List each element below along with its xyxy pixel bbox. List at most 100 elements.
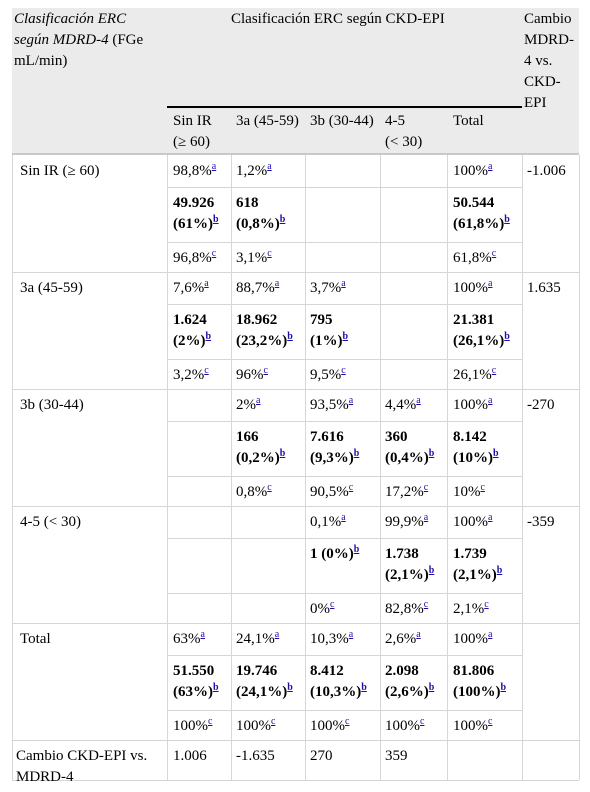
table-cell: 96%c — [236, 365, 268, 386]
sub-separator — [167, 359, 522, 360]
footnote-link[interactable]: c — [484, 599, 489, 610]
footnote-link[interactable]: b — [279, 448, 286, 459]
sub-separator — [167, 187, 522, 188]
footnote-link[interactable]: b — [496, 565, 503, 576]
table-cell: 3,2%c — [173, 365, 209, 386]
table-cell: 19.746 (24,1%)b — [236, 661, 293, 703]
footnote-link[interactable]: a — [488, 395, 493, 406]
footnote-link[interactable]: c — [330, 599, 335, 610]
footnote-link[interactable]: c — [491, 248, 497, 259]
footnote-link[interactable]: b — [504, 214, 510, 225]
footnote-link[interactable]: a — [341, 278, 346, 289]
footnote-marker: c — [424, 599, 428, 610]
footnote-link[interactable]: b — [361, 682, 367, 693]
footnote-link[interactable]: c — [271, 716, 276, 727]
footnote-link[interactable]: a — [488, 278, 493, 289]
footnote-link[interactable]: b — [342, 331, 349, 342]
cell-value: 2,1% — [453, 601, 485, 617]
footnote-marker: c — [349, 482, 353, 493]
footnote-link[interactable]: a — [416, 629, 421, 640]
row-header-label: Clasificación ERC según MDRD-4 — [14, 11, 127, 48]
footnote-link[interactable]: b — [353, 448, 360, 459]
footnote-link[interactable]: b — [205, 331, 212, 342]
group-separator — [12, 506, 579, 507]
footnote-link[interactable]: b — [493, 448, 499, 459]
footnote-link[interactable]: c — [488, 716, 493, 727]
table-cell: 93,5%a — [310, 395, 353, 416]
table-cell: 100%a — [453, 278, 492, 299]
footer-value: 270 — [310, 748, 333, 764]
footnote-link[interactable]: c — [423, 599, 429, 610]
footnote-link[interactable]: c — [348, 482, 354, 493]
footnote-link[interactable]: b — [287, 682, 293, 693]
footnote-marker: c — [492, 365, 496, 376]
footnote-marker: b — [429, 448, 435, 459]
table-cell: 50.544 (61,8%)b — [453, 193, 510, 235]
footnote-link[interactable]: a — [267, 161, 272, 172]
footnote-link[interactable]: c — [480, 482, 485, 493]
footnote-link[interactable]: c — [204, 365, 209, 376]
footnote-link[interactable]: a — [274, 629, 280, 640]
footnote-marker: c — [330, 599, 334, 610]
footnote-link[interactable]: b — [353, 544, 360, 555]
footnote-link[interactable]: a — [200, 629, 205, 640]
table-cell: 100%a — [453, 512, 492, 533]
footnote-link[interactable]: c — [208, 716, 213, 727]
cell-value: (26,1%) — [453, 333, 505, 349]
footnote-link[interactable]: c — [491, 365, 497, 376]
footnote-link[interactable]: a — [488, 161, 493, 172]
footnote-link[interactable]: b — [213, 214, 219, 225]
footnote-link[interactable]: c — [423, 482, 429, 493]
footnote-link[interactable]: c — [420, 716, 425, 727]
footnote-link[interactable]: b — [504, 331, 510, 342]
footnote-link[interactable]: b — [428, 682, 435, 693]
column-header-sub: (≥ 60) — [173, 134, 210, 150]
footnote-marker: c — [208, 716, 212, 727]
sub-separator — [167, 242, 522, 243]
cell-value: (1%) — [310, 333, 343, 349]
table-cell: 10,3%a — [310, 629, 353, 650]
footnote-link[interactable]: a — [348, 629, 354, 640]
table-cell: 3,1%c — [236, 248, 272, 269]
footnote-link[interactable]: a — [423, 512, 429, 523]
sub-separator — [167, 655, 522, 656]
footnote-link[interactable]: c — [263, 365, 268, 376]
cell-value: 618 — [236, 195, 259, 211]
table-bottom-border — [12, 780, 579, 781]
footnote-link[interactable]: a — [211, 161, 217, 172]
footnote-link[interactable]: a — [204, 278, 209, 289]
footnote-link[interactable]: a — [348, 395, 354, 406]
footnote-marker: a — [275, 278, 279, 289]
footnote-link[interactable]: c — [267, 248, 272, 259]
footnote-link[interactable]: a — [341, 512, 346, 523]
cell-value: 360 — [385, 429, 408, 445]
table-cell: 17,2%c — [385, 482, 428, 503]
cell-value: 82,8% — [385, 601, 424, 617]
footnote-link[interactable]: b — [213, 682, 219, 693]
cell-value: 51.550 — [173, 663, 215, 679]
footnote-link[interactable]: a — [274, 278, 280, 289]
footnote-link[interactable]: c — [345, 716, 350, 727]
table-cell: 24,1%a — [236, 629, 279, 650]
footnote-link[interactable]: a — [488, 512, 493, 523]
footnote-link[interactable]: c — [211, 248, 217, 259]
footnote-marker: c — [267, 482, 271, 493]
cell-value: (23,2%) — [236, 333, 288, 349]
table-cell: 100%c — [173, 716, 212, 737]
footnote-link[interactable]: b — [500, 682, 507, 693]
row-header-unit: (FGe mL/min) — [14, 32, 144, 69]
footnote-link[interactable]: b — [279, 214, 286, 225]
footnote-link[interactable]: a — [488, 629, 493, 640]
footnote-link[interactable]: b — [287, 331, 293, 342]
table-cell: 63%a — [173, 629, 205, 650]
footnote-link[interactable]: c — [267, 482, 272, 493]
footnote-link[interactable]: a — [416, 395, 421, 406]
footnote-link[interactable]: b — [428, 565, 435, 576]
footnote-link[interactable]: a — [256, 395, 261, 406]
cell-value: (0,4%) — [385, 450, 429, 466]
footnote-link[interactable]: c — [341, 365, 346, 376]
table-right-border — [579, 155, 580, 780]
cell-value: 9,5% — [310, 367, 342, 383]
footnote-link[interactable]: b — [428, 448, 435, 459]
cell-value: 10% — [453, 484, 481, 500]
